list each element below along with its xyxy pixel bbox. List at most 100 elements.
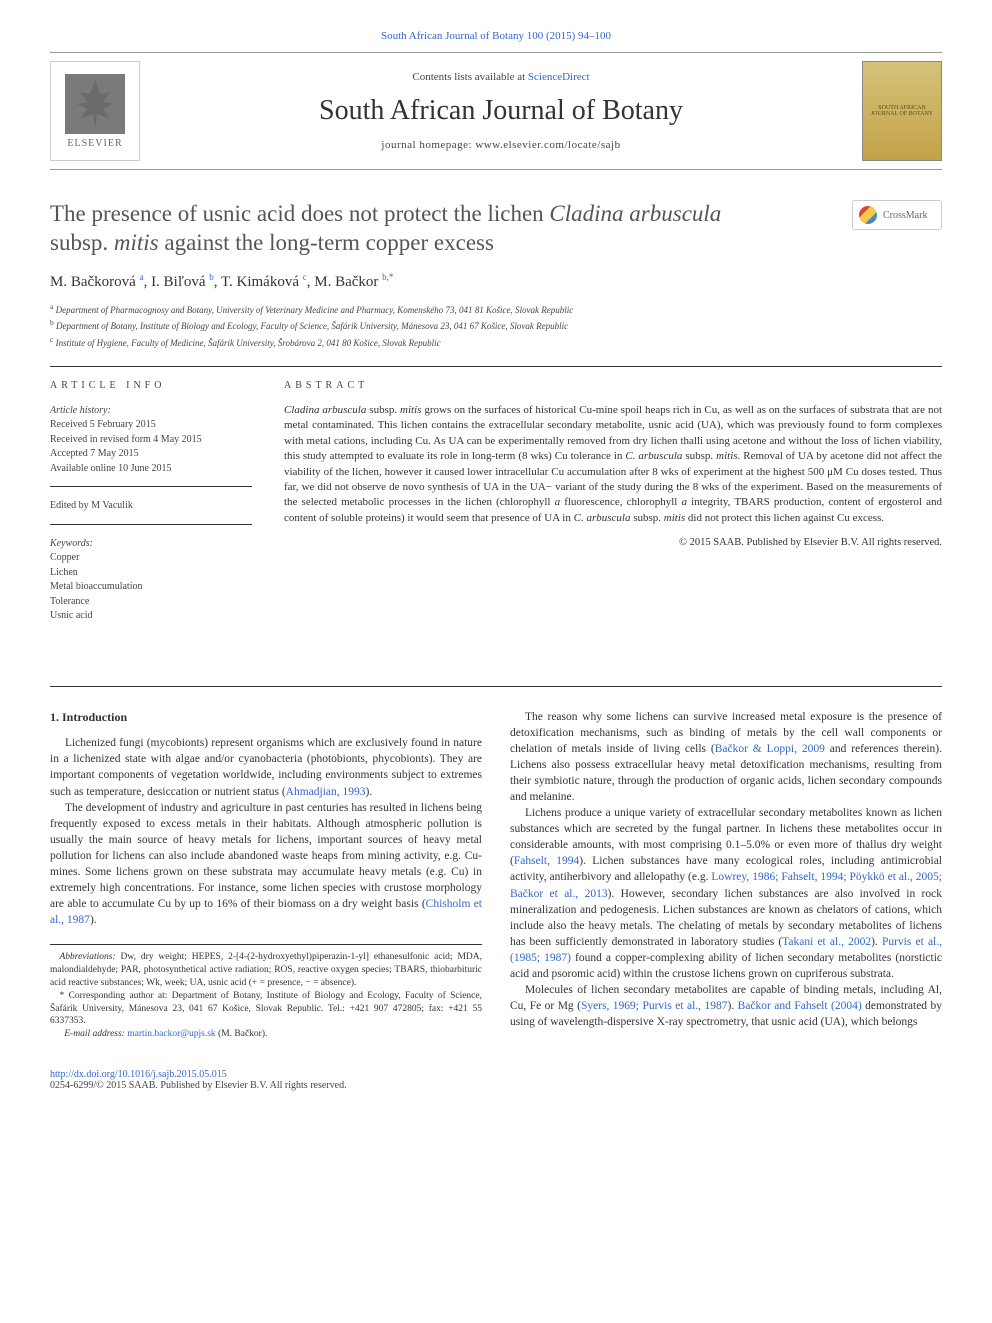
date-online: Available online 10 June 2015 [50,462,252,477]
contents-prefix: Contents lists available at [412,71,527,83]
ref-backor-loppi[interactable]: Bačkor & Loppi, 2009 [715,743,825,755]
corresponding-mark[interactable]: * [389,272,394,282]
keywords-block: Keywords: Copper Lichen Metal bioaccumul… [50,537,252,634]
page-footer: http://dx.doi.org/10.1016/j.sajb.2015.05… [50,1069,942,1091]
affiliation-b: Department of Botany, Institute of Biolo… [56,321,568,331]
corr-text: Corresponding author at: Department of B… [50,991,482,1027]
abs-em-4: mitis [716,450,737,462]
abstract-heading: abstract [284,379,942,393]
article-info: article info Article history: Received 5… [50,367,268,658]
title-species-1: Cladina arbuscula [549,201,721,226]
left-column: 1. Introduction Lichenized fungi (mycobi… [50,709,482,1042]
doi-link[interactable]: http://dx.doi.org/10.1016/j.sajb.2015.05… [50,1069,942,1080]
author-1: M. Bačkorová [50,274,140,290]
email-name: (M. Bačkor). [216,1029,268,1039]
abs-t-mid3: subsp. [630,512,663,524]
abbreviations-footnote: Abbreviations: Dw, dry weight; HEPES, 2-… [50,951,482,989]
article-history-block: Article history: Received 5 February 201… [50,404,252,488]
issn-copyright: 0254-6299/© 2015 SAAB. Published by Else… [50,1080,942,1091]
abs-t-5: did not protect this lichen against Cu e… [685,512,884,524]
crossmark-badge[interactable]: CrossMark [852,200,942,230]
citation-header: South African Journal of Botany 100 (201… [50,30,942,42]
crossmark-label: CrossMark [883,210,927,221]
title-row: The presence of usnic acid does not prot… [50,200,942,258]
affiliations: a Department of Pharmacognosy and Botany… [50,301,942,351]
title-species-2: mitis [114,230,159,255]
right-p3: Molecules of lichen secondary metabolite… [510,982,942,1030]
journal-title: South African Journal of Botany [140,95,862,127]
abstract-text: Cladina arbuscula subsp. mitis grows on … [284,403,942,526]
ref-ahmadjian[interactable]: Ahmadjian, 1993 [286,786,366,798]
elsevier-tree-icon [65,74,125,134]
banner-center: Contents lists available at ScienceDirec… [140,71,862,151]
affiliation-a: Department of Pharmacognosy and Botany, … [56,305,574,315]
keywords-label: Keywords: [50,537,252,552]
abs-em-6: mitis [664,512,685,524]
affiliation-c: Institute of Hygiene, Faculty of Medicin… [56,338,441,348]
right-p2: Lichens produce a unique variety of extr… [510,805,942,982]
abs-em-3: C. arbuscula [625,450,682,462]
corresponding-footnote: * Corresponding author at: Department of… [50,990,482,1028]
edited-by: Edited by M Vaculik [50,499,252,514]
sciencedirect-link[interactable]: ScienceDirect [528,71,590,83]
ref-fahselt[interactable]: Fahselt, 1994 [514,855,579,867]
author-4-affil[interactable]: b, [382,272,389,282]
email-label: E-mail address: [64,1029,125,1039]
authors-line: M. Bačkorová a, I. Biľová b, T. Kimáková… [50,272,942,291]
email-link[interactable]: martin.backor@upjs.sk [125,1029,216,1039]
intro-p2-text: The development of industry and agricult… [50,802,482,911]
keyword-5: Usnic acid [50,609,252,624]
keyword-4: Tolerance [50,595,252,610]
right-p2-end3: found a copper-complexing ability of lic… [510,952,942,980]
intro-p2-end: ). [90,914,97,926]
right-column: The reason why some lichens can survive … [510,709,942,1042]
abs-em-2: mitis [400,404,421,416]
abs-em-5: C. arbuscula [574,512,631,524]
intro-p2: The development of industry and agricult… [50,800,482,929]
contents-available: Contents lists available at ScienceDirec… [140,71,862,83]
intro-p1-end: ). [366,786,373,798]
right-p1: The reason why some lichens can survive … [510,709,942,806]
section-1-heading: 1. Introduction [50,709,482,726]
intro-p1-text: Lichenized fungi (mycobionts) represent … [50,737,482,797]
title-text-3: against the long-term copper excess [159,230,494,255]
keyword-1: Copper [50,551,252,566]
elsevier-logo[interactable]: ELSEVIER [50,61,140,161]
author-2: , I. Biľová [144,274,210,290]
article-info-heading: article info [50,379,252,394]
abs-t-3: fluorescence, chlorophyll [560,496,681,508]
history-label: Article history: [50,404,252,419]
elsevier-name: ELSEVIER [67,138,122,149]
publisher-banner: ELSEVIER Contents lists available at Sci… [50,52,942,170]
title-text-2: subsp. [50,230,114,255]
homepage-prefix: journal homepage: [381,139,475,151]
abs-t-mid1: subsp. [366,404,400,416]
journal-homepage: journal homepage: www.elsevier.com/locat… [140,139,862,151]
edited-by-block: Edited by M Vaculik [50,499,252,525]
keyword-3: Metal bioaccumulation [50,580,252,595]
abbrev-label: Abbreviations: [60,952,116,962]
divider-rule [50,686,942,687]
abbrev-text: Dw, dry weight; HEPES, 2-[4-(2-hydroxyet… [50,952,482,988]
author-3: , T. Kimáková [214,274,303,290]
ref-syers-purvis[interactable]: Syers, 1969; Purvis et al., 1987 [581,1000,728,1012]
crossmark-icon [859,206,877,224]
date-received: Received 5 February 2015 [50,418,252,433]
date-revised: Received in revised form 4 May 2015 [50,433,252,448]
ref-backor-fahselt[interactable]: Bačkor and Fahselt (2004) [738,1000,862,1012]
date-accepted: Accepted 7 May 2015 [50,447,252,462]
author-4: , M. Bačkor [307,274,382,290]
right-p3-mid: ). [728,1000,738,1012]
abstract: abstract Cladina arbuscula subsp. mitis … [268,367,942,658]
homepage-url[interactable]: www.elsevier.com/locate/sajb [475,139,620,151]
title-text-1: The presence of usnic acid does not prot… [50,201,549,226]
journal-cover-thumb[interactable]: SOUTH AFRICAN JOURNAL OF BOTANY [862,61,942,161]
abs-em-1: Cladina arbuscula [284,404,366,416]
email-footnote: E-mail address: martin.backor@upjs.sk (M… [50,1028,482,1041]
intro-p1: Lichenized fungi (mycobionts) represent … [50,735,482,799]
abstract-copyright: © 2015 SAAB. Published by Elsevier B.V. … [284,536,942,551]
keyword-2: Lichen [50,566,252,581]
ref-takani[interactable]: Takani et al., 2002 [782,936,871,948]
abs-t-mid2: subsp. [682,450,716,462]
footnotes: Abbreviations: Dw, dry weight; HEPES, 2-… [50,944,482,1041]
